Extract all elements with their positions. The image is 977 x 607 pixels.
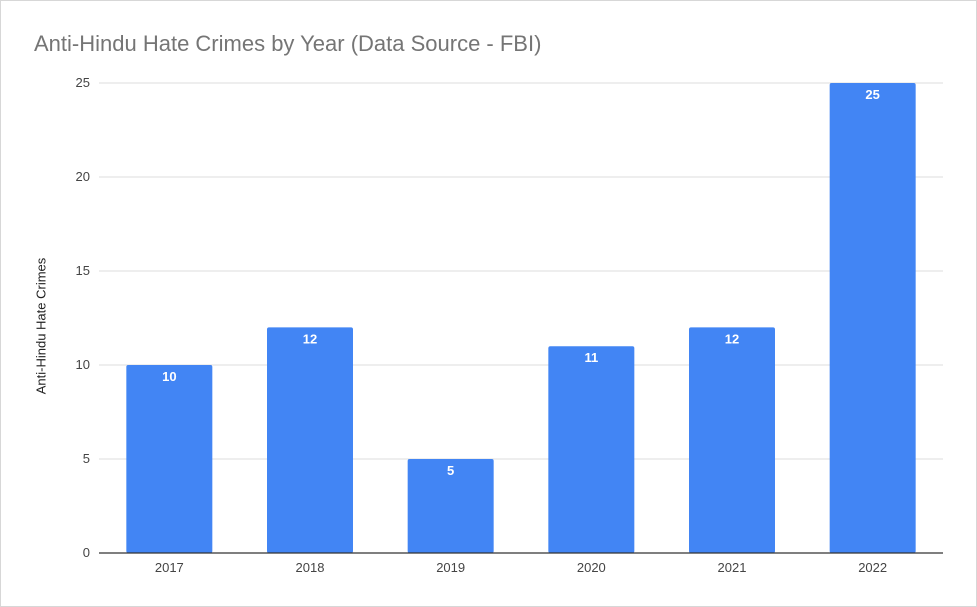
chart-title: Anti-Hindu Hate Crimes by Year (Data Sou…	[34, 31, 542, 56]
x-tick-label: 2021	[718, 560, 747, 575]
x-tick-label: 2019	[436, 560, 465, 575]
x-tick-label: 2022	[858, 560, 887, 575]
bar-value-label: 11	[584, 350, 598, 365]
y-tick-label: 5	[83, 451, 90, 466]
bar-value-label: 12	[725, 331, 739, 346]
bar-value-label: 10	[162, 369, 176, 384]
y-tick-label: 20	[76, 169, 90, 184]
bar	[689, 327, 775, 553]
y-tick-label: 0	[83, 545, 90, 560]
y-tick-label: 10	[76, 357, 90, 372]
bar-value-label: 12	[303, 331, 317, 346]
x-tick-label: 2017	[155, 560, 184, 575]
x-tick-label: 2020	[577, 560, 606, 575]
bar	[267, 327, 353, 553]
bar-value-label: 5	[447, 463, 454, 478]
bar	[407, 459, 494, 553]
x-tick-label: 2018	[296, 560, 325, 575]
bar	[126, 365, 213, 553]
bar	[548, 346, 635, 553]
bar-value-label: 25	[865, 87, 879, 102]
bar	[829, 83, 916, 553]
y-tick-label: 25	[76, 75, 90, 90]
y-tick-label: 15	[76, 263, 90, 278]
